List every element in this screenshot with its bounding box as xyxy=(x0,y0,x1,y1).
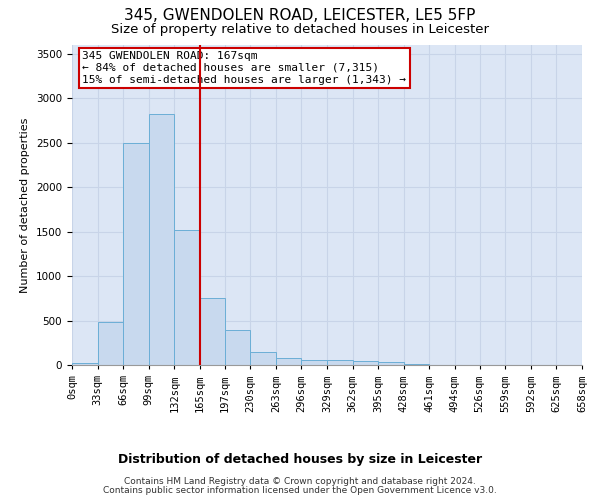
Bar xyxy=(353,360,378,365)
Text: 345 GWENDOLEN ROAD: 167sqm
← 84% of detached houses are smaller (7,315)
15% of s: 345 GWENDOLEN ROAD: 167sqm ← 84% of deta… xyxy=(82,52,406,84)
Y-axis label: Number of detached properties: Number of detached properties xyxy=(20,118,31,292)
Text: 345, GWENDOLEN ROAD, LEICESTER, LE5 5FP: 345, GWENDOLEN ROAD, LEICESTER, LE5 5FP xyxy=(124,8,476,22)
Text: Size of property relative to detached houses in Leicester: Size of property relative to detached ho… xyxy=(111,22,489,36)
Text: Contains public sector information licensed under the Open Government Licence v3: Contains public sector information licen… xyxy=(103,486,497,495)
Bar xyxy=(98,322,123,365)
Bar xyxy=(276,358,301,365)
Bar xyxy=(123,143,149,365)
Bar xyxy=(200,298,224,365)
Bar xyxy=(404,364,430,365)
Bar xyxy=(72,363,98,365)
Text: Distribution of detached houses by size in Leicester: Distribution of detached houses by size … xyxy=(118,452,482,466)
Bar xyxy=(175,230,200,365)
Bar xyxy=(327,360,353,365)
Bar xyxy=(149,114,175,365)
Bar xyxy=(378,362,404,365)
Bar xyxy=(301,360,327,365)
Bar xyxy=(250,352,276,365)
Text: Contains HM Land Registry data © Crown copyright and database right 2024.: Contains HM Land Registry data © Crown c… xyxy=(124,477,476,486)
Bar xyxy=(224,330,250,365)
